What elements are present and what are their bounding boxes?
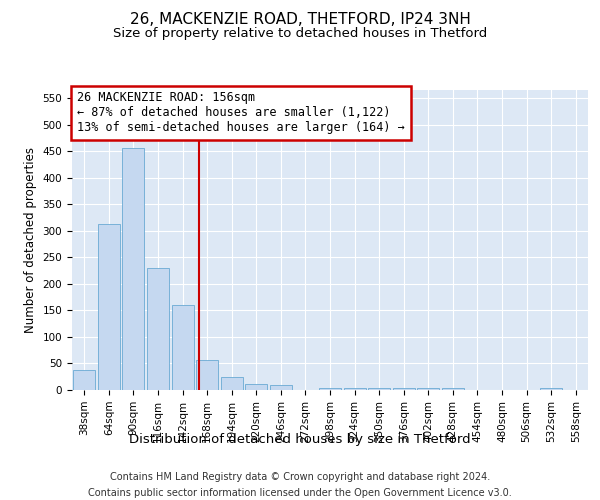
Text: 26 MACKENZIE ROAD: 156sqm
← 87% of detached houses are smaller (1,122)
13% of se: 26 MACKENZIE ROAD: 156sqm ← 87% of detac…: [77, 92, 405, 134]
Bar: [147, 268, 169, 390]
Bar: [221, 376, 243, 390]
Bar: [442, 388, 464, 390]
Bar: [122, 148, 145, 390]
Bar: [392, 388, 415, 390]
Y-axis label: Number of detached properties: Number of detached properties: [24, 147, 37, 333]
Bar: [196, 360, 218, 390]
Text: Size of property relative to detached houses in Thetford: Size of property relative to detached ho…: [113, 28, 487, 40]
Bar: [172, 305, 194, 390]
Text: 26, MACKENZIE ROAD, THETFORD, IP24 3NH: 26, MACKENZIE ROAD, THETFORD, IP24 3NH: [130, 12, 470, 28]
Bar: [98, 224, 120, 390]
Bar: [368, 388, 390, 390]
Text: Distribution of detached houses by size in Thetford: Distribution of detached houses by size …: [129, 432, 471, 446]
Bar: [344, 388, 365, 390]
Text: Contains public sector information licensed under the Open Government Licence v3: Contains public sector information licen…: [88, 488, 512, 498]
Text: Contains HM Land Registry data © Crown copyright and database right 2024.: Contains HM Land Registry data © Crown c…: [110, 472, 490, 482]
Bar: [270, 384, 292, 390]
Bar: [540, 388, 562, 390]
Bar: [417, 388, 439, 390]
Bar: [245, 384, 268, 390]
Bar: [73, 370, 95, 390]
Bar: [319, 388, 341, 390]
